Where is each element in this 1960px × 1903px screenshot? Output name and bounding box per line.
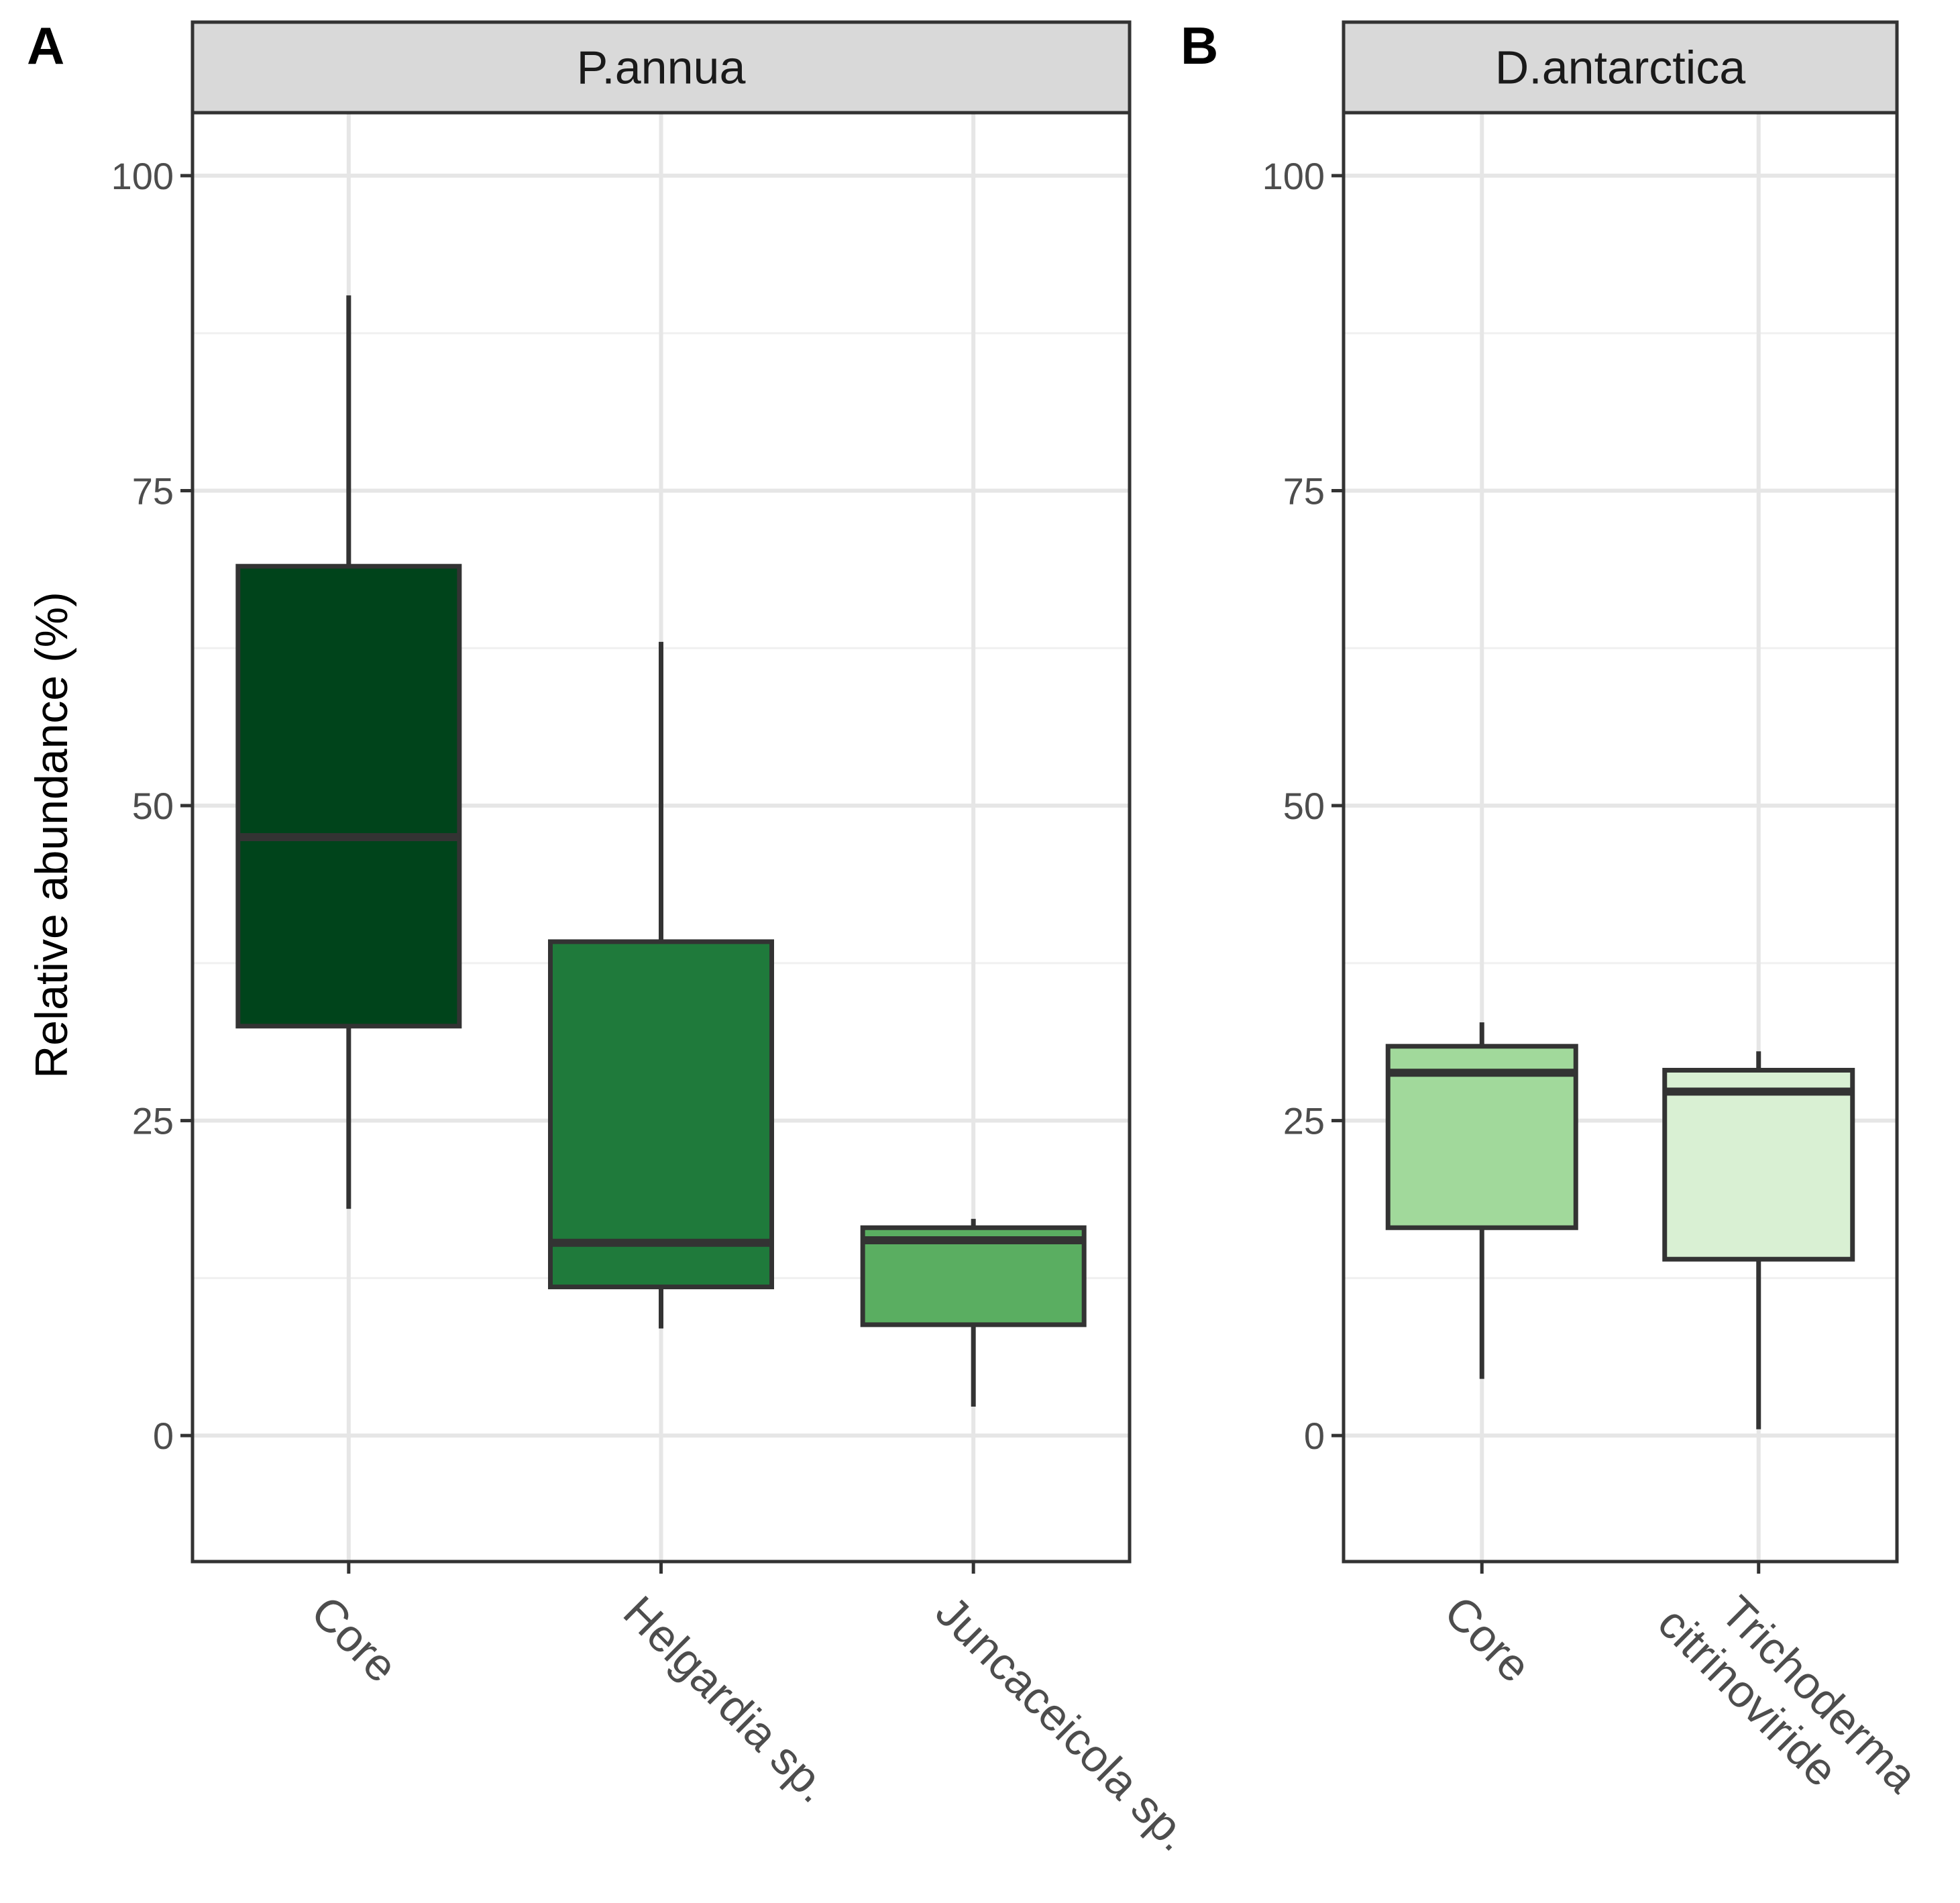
facet-title: P.annua [577,42,746,94]
facet-strip [190,20,1132,115]
panel-letter: B [1181,16,1218,75]
box-iqr [235,563,462,1029]
x-tick-label-line: Core [1435,1586,1541,1692]
y-axis-label: Relative abundance (%) [26,592,77,1079]
y-tick-label: 25 [132,1100,174,1142]
box-iqr [548,939,774,1290]
box-0 [1385,1022,1578,1379]
x-tick-label-line: Core [301,1586,407,1692]
y-tick-label: 75 [1283,470,1325,512]
box-0 [235,295,462,1209]
x-tick-label: Core [1435,1586,1541,1692]
y-tick-label: 0 [153,1415,174,1457]
box-iqr [1662,1067,1855,1262]
panel-b: B D.antarctica 0 25 50 75 100 Core Trichodermaci… [1181,16,1927,1839]
y-tick-label: 50 [1283,785,1325,827]
box-1 [1662,1051,1855,1429]
y-tick-label: 100 [1262,155,1325,197]
x-tick-label-line: Helgardia sp. [614,1586,840,1812]
box-1 [548,641,774,1329]
x-tick-label: Helgardia sp. [614,1586,840,1812]
x-tick-label: Core [301,1586,407,1692]
panel-a: A P.annua 0 25 50 75 100 Core Helgardia sp. Junca… [27,16,1201,1861]
facet-title: D.antarctica [1495,42,1746,94]
facet-strip [1342,20,1899,115]
y-tick-label: 75 [132,470,174,512]
x-tick-label: Trichodermacitrinoviride [1648,1560,1927,1839]
x-tick-label: Juncaceicola sp. [926,1586,1201,1861]
y-tick-label: 0 [1304,1415,1325,1457]
panel-border [1342,111,1899,1564]
y-tick-label: 100 [111,155,174,197]
y-tick-label: 50 [132,785,174,827]
panel-letter: A [27,16,64,75]
x-tick-label-line: Juncaceicola sp. [926,1586,1201,1861]
y-tick-label: 25 [1283,1100,1325,1142]
box-2 [860,1219,1087,1407]
